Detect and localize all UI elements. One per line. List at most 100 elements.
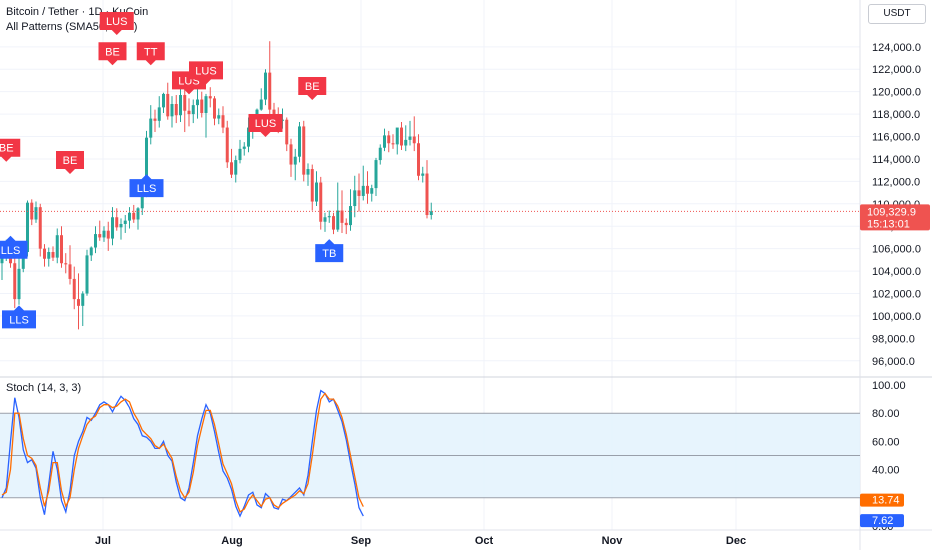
candle-body <box>225 127 229 163</box>
candle-body <box>315 182 318 202</box>
candle-body <box>98 234 102 238</box>
candle-body <box>340 210 344 223</box>
pattern-label-text: LUS <box>195 65 216 77</box>
candle-body <box>378 147 382 161</box>
price-tick-label: 106,000.0 <box>872 244 921 256</box>
candle-body <box>302 126 306 175</box>
candle-body <box>332 216 335 230</box>
pattern-label-shape <box>98 42 127 66</box>
candle-body <box>72 278 76 300</box>
pattern-label-text: LUS <box>255 118 276 130</box>
stoch-title[interactable]: Stoch (14, 3, 3) <box>6 382 82 394</box>
candle-body <box>289 144 293 165</box>
time-tick-label: Dec <box>726 535 746 547</box>
candle-body <box>47 252 51 259</box>
price-tick-label: 122,000.0 <box>872 64 921 76</box>
pattern-label-text: BE <box>0 143 14 155</box>
stoch-d-value: 13.74 <box>872 495 900 507</box>
stoch-lines <box>1 389 364 518</box>
candle-body <box>183 95 187 111</box>
pattern-label-lus[interactable]: LUS <box>99 12 134 35</box>
candle-body <box>13 263 17 300</box>
candle-body <box>242 146 246 149</box>
candle-body <box>310 169 314 202</box>
candle-body <box>344 222 348 226</box>
candle-body <box>349 206 352 226</box>
candle-body <box>106 230 110 239</box>
candle-body <box>119 223 123 228</box>
price-tick-label: 100,000.0 <box>872 311 921 323</box>
candle-body <box>94 234 97 248</box>
candle-body <box>238 148 242 161</box>
pattern-label-lls[interactable]: LLS <box>0 235 28 259</box>
pattern-label-shape <box>248 114 283 138</box>
candle-body <box>43 248 46 259</box>
candle-body <box>34 207 38 220</box>
candle-body <box>200 99 204 113</box>
pattern-label-lls[interactable]: LLS <box>2 305 36 329</box>
pattern-label-shape <box>56 151 84 175</box>
price-tick-label: 104,000.0 <box>872 266 921 278</box>
pattern-label-be[interactable]: BE <box>298 77 327 101</box>
candle-body <box>149 118 153 138</box>
pattern-label-lus[interactable]: LUS <box>248 114 283 138</box>
pattern-label-be[interactable]: BE <box>56 151 84 175</box>
candle-body <box>208 96 212 99</box>
time-tick-label: Sep <box>351 535 371 547</box>
candle-body <box>21 252 25 269</box>
pattern-label-text: LLS <box>9 314 29 326</box>
last-price-value: 109,329.9 <box>867 206 916 218</box>
candle-body <box>51 252 55 258</box>
pattern-label-lus[interactable]: LUS <box>189 61 223 85</box>
candle-body <box>64 263 68 265</box>
time-tick-label: Oct <box>475 535 494 547</box>
candle-body <box>179 95 182 116</box>
candle-body <box>132 212 136 220</box>
candle-body <box>429 211 433 216</box>
pattern-label-be[interactable]: BE <box>0 138 21 162</box>
stoch-d-badge <box>860 493 904 507</box>
pattern-label-tt[interactable]: TT <box>136 42 165 66</box>
price-tick-label: 96,000.0 <box>872 356 915 368</box>
stoch-series-d <box>1 392 364 513</box>
pattern-label-text: BE <box>305 81 320 93</box>
price-tick-label: 120,000.0 <box>872 87 921 99</box>
candle-body <box>425 173 429 216</box>
candle-body <box>30 202 34 220</box>
candle-body <box>336 210 340 230</box>
price-tick-label: 124,000.0 <box>872 42 921 54</box>
candle-body <box>404 139 408 146</box>
candle-body <box>264 72 267 100</box>
pattern-label-lls[interactable]: LLS <box>129 174 164 198</box>
candle-body <box>361 185 365 196</box>
candle-body <box>213 98 216 119</box>
candle-body <box>217 115 221 119</box>
candle-body <box>366 185 369 194</box>
candle-body <box>353 190 357 207</box>
pattern-label-tb[interactable]: TB <box>315 239 344 263</box>
candle-body <box>221 115 225 128</box>
stoch-k-badge <box>860 514 904 528</box>
candles <box>0 41 860 330</box>
candle-body <box>17 268 21 300</box>
candle-body <box>55 235 59 258</box>
candle-body <box>166 93 170 117</box>
candle-body <box>115 217 119 228</box>
candle-body <box>38 207 42 249</box>
candle-body <box>170 104 174 117</box>
pattern-label-shape <box>136 42 165 66</box>
price-tick-label: 116,000.0 <box>872 132 920 144</box>
pattern-label-shape <box>129 174 164 198</box>
pattern-label-be[interactable]: BE <box>98 42 127 66</box>
candle-body <box>191 105 195 115</box>
pattern-label-text: LUS <box>106 16 127 28</box>
currency-button[interactable]: USDT <box>868 4 926 24</box>
candle-body <box>298 126 301 157</box>
stoch-tick-label: 80.00 <box>872 408 900 420</box>
time-tick-label: Jul <box>95 535 111 547</box>
candle-body <box>387 135 391 144</box>
candle-body <box>323 217 327 222</box>
stoch-band <box>0 412 860 499</box>
